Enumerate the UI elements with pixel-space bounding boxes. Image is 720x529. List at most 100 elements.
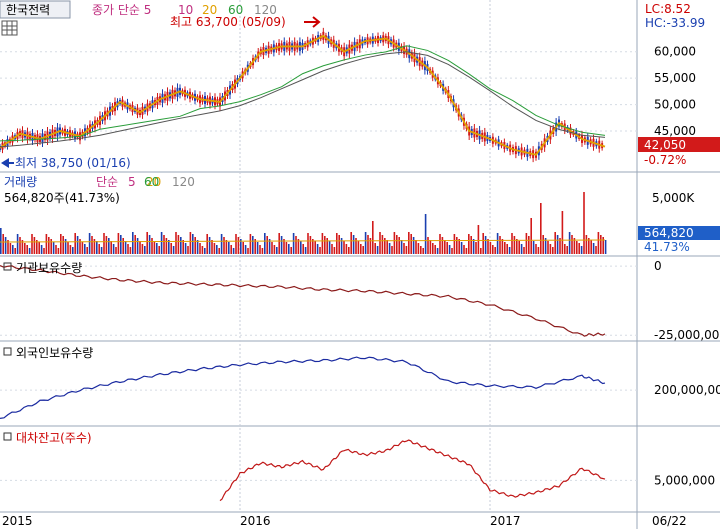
volume-bar: [528, 236, 530, 254]
volume-bar: [350, 232, 352, 254]
volume-bar: [146, 232, 148, 254]
volume-bar: [72, 247, 74, 254]
foreign-panel-title: 외국인보유수량: [16, 346, 93, 360]
volume-bar: [204, 248, 206, 254]
volume-bar: [367, 235, 369, 254]
volume-bar: [302, 244, 304, 254]
volume-bar: [91, 236, 93, 254]
volume-bar: [60, 234, 62, 254]
volume-bar: [331, 244, 333, 254]
volume-bar: [422, 248, 424, 254]
volume-bar: [280, 236, 283, 254]
high-arrow-icon: [304, 16, 321, 28]
volume-bar: [588, 238, 590, 254]
volume-bar: [86, 247, 88, 254]
volume-bar: [242, 242, 244, 254]
volume-bar: [307, 233, 309, 254]
volume-ma-120-label: 120: [172, 175, 195, 189]
volume-bar: [16, 234, 19, 254]
panel-ytick-label: 200,000,000: [654, 383, 720, 397]
x-label-2015: 2015: [2, 514, 33, 528]
volume-bar: [232, 248, 235, 254]
volume-bar: [199, 243, 201, 254]
volume-bar: [120, 235, 122, 254]
volume-bar: [532, 241, 535, 254]
volume-bar: [504, 242, 506, 254]
volume-bar: [381, 235, 384, 254]
volume-bar: [343, 241, 345, 254]
volume-bar: [595, 246, 597, 254]
volume-bar: [295, 236, 297, 254]
price-ma-60-line: [0, 45, 606, 142]
volume-bar: [388, 243, 391, 254]
grid-toggle-icon[interactable]: [1, 20, 18, 36]
inst-holdings-line: [0, 265, 606, 337]
volume-bar: [33, 237, 36, 254]
volume-bar: [268, 239, 271, 254]
volume-bar: [376, 246, 379, 254]
volume-bar: [105, 236, 108, 254]
volume-bar: [64, 239, 67, 254]
stock-name-box[interactable]: [0, 0, 71, 19]
volume-bar: [259, 245, 261, 254]
volume-bar: [309, 236, 312, 254]
volume-bar: [348, 247, 350, 254]
volume-bar: [127, 244, 129, 254]
current-price: 42,050: [644, 138, 686, 152]
foreign-panel-icon: [3, 347, 12, 356]
volume-bar: [360, 244, 362, 254]
volume-bar: [511, 233, 513, 254]
volume-bar: [285, 242, 288, 254]
loan-panel-title: 대차잔고(주수): [16, 431, 92, 445]
volume-bar: [393, 232, 396, 254]
price-candles: [0, 27, 604, 163]
volume-bar: [501, 239, 504, 254]
stock-name[interactable]: 한국전력: [6, 3, 50, 17]
volume-bar: [400, 240, 403, 254]
volume-bar: [43, 248, 45, 254]
volume-bar: [556, 235, 559, 254]
volume-bar: [292, 233, 295, 254]
volume-bar: [304, 247, 307, 254]
volume-bar: [525, 233, 528, 254]
volume-bar: [266, 236, 268, 254]
volume-bar: [458, 239, 460, 254]
volume-bar: [357, 241, 360, 254]
volume-bar: [208, 237, 211, 254]
volume-bar: [40, 245, 43, 254]
volume-bar: [4, 237, 7, 254]
volume-bar: [112, 244, 115, 254]
volume-bar: [108, 238, 110, 254]
volume-bar: [316, 244, 319, 254]
volume-bar: [535, 244, 537, 254]
volume-bar: [247, 248, 249, 254]
volume-bar: [424, 214, 427, 254]
price-ytick-label: 55,000: [654, 71, 696, 85]
volume-bar: [57, 248, 60, 254]
volume-bar: [276, 247, 278, 254]
volume-bar: [28, 248, 31, 254]
volume-bar: [122, 238, 124, 254]
volume-bar: [132, 232, 134, 254]
volume-bar: [508, 247, 511, 254]
price-ma-label: 종가 단순 5: [92, 3, 151, 17]
volume-bar: [403, 243, 405, 254]
volume-bar: [384, 238, 386, 254]
volume-bar: [468, 234, 470, 254]
volume-bar: [516, 239, 518, 254]
volume-bar: [451, 248, 453, 254]
x-label-2016: 2016: [240, 514, 271, 528]
volume-bar: [165, 238, 168, 254]
volume-bar: [283, 239, 285, 254]
volume-bar: [38, 242, 40, 254]
volume-bar: [62, 236, 64, 254]
volume-bar: [472, 239, 475, 254]
volume-bar: [340, 238, 343, 254]
volume-bar: [571, 235, 573, 254]
volume-bar: [237, 237, 240, 254]
panel-ytick-label: -25,000,000: [654, 328, 720, 342]
volume-bar: [355, 238, 357, 254]
volume-bar: [432, 243, 434, 254]
ma-20-label: 20: [202, 3, 217, 17]
volume-bar: [100, 247, 103, 254]
